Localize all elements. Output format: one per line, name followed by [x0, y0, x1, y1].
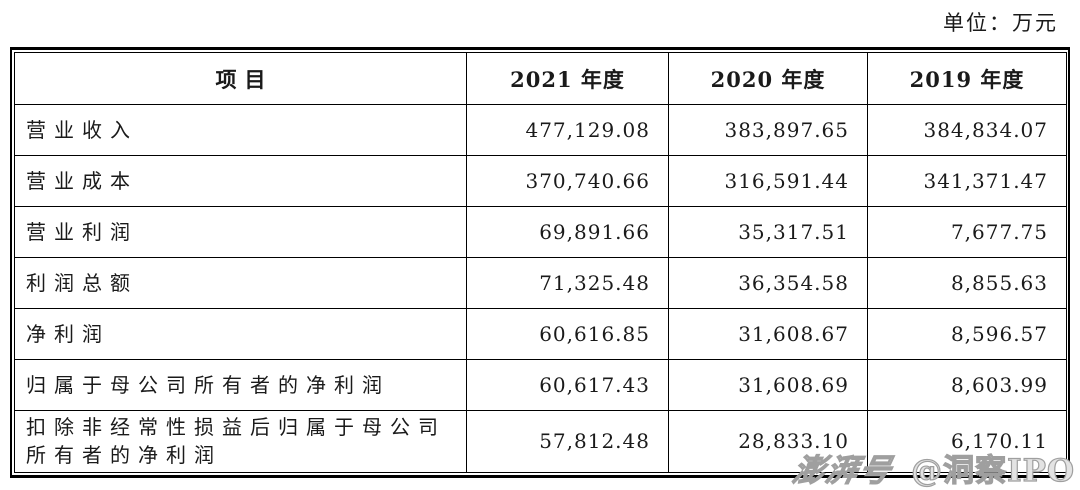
- table-cell: 36,354.58: [668, 257, 868, 309]
- table-cell: 341,371.47: [867, 155, 1067, 207]
- col-header-2021: 2021 年度: [466, 52, 669, 105]
- row-label: 归属于母公司所有者的净利润: [14, 359, 467, 411]
- row-label: 营业成本: [14, 155, 467, 207]
- row-label: 营业利润: [14, 206, 467, 258]
- table-cell: 31,608.69: [668, 359, 868, 411]
- table-cell: 477,129.08: [466, 104, 669, 156]
- row-label: 净利润: [14, 308, 467, 360]
- header-row: 项目 2021 年度 2020 年度 2019 年度: [14, 52, 1067, 105]
- table-cell: 60,616.85: [466, 308, 669, 360]
- table-cell: 8,596.57: [867, 308, 1067, 360]
- col-header-2020: 2020 年度: [668, 52, 868, 105]
- table-cell: 370,740.66: [466, 155, 669, 207]
- col-header-item: 项目: [14, 52, 467, 105]
- table-row-total-profit: 利润总额 71,325.48 36,354.58 8,855.63: [14, 257, 1067, 309]
- col-header-2019: 2019 年度: [867, 52, 1067, 105]
- row-label: 利润总额: [14, 257, 467, 309]
- table-cell: 60,617.43: [466, 359, 669, 411]
- row-label: 营业收入: [14, 104, 467, 156]
- table-cell: 57,812.48: [466, 410, 669, 473]
- financial-table: 项目 2021 年度 2020 年度 2019 年度 营业收入 477,129.…: [14, 52, 1067, 473]
- table-row-operating-revenue: 营业收入 477,129.08 383,897.65 384,834.07: [14, 104, 1067, 156]
- table-cell: 8,855.63: [867, 257, 1067, 309]
- table-cell: 35,317.51: [668, 206, 868, 258]
- table-row-operating-cost: 营业成本 370,740.66 316,591.44 341,371.47: [14, 155, 1067, 207]
- table-cell: 71,325.48: [466, 257, 669, 309]
- table-cell: 28,833.10: [668, 410, 868, 473]
- financial-table-frame: 项目 2021 年度 2020 年度 2019 年度 营业收入 477,129.…: [10, 47, 1070, 478]
- table-row-net-profit-after-deduction: 扣除非经常性损益后归属于母公司所有者的净利润 57,812.48 28,833.…: [14, 410, 1067, 473]
- table-row-net-profit-attributable: 归属于母公司所有者的净利润 60,617.43 31,608.69 8,603.…: [14, 359, 1067, 411]
- table-row-operating-profit: 营业利润 69,891.66 35,317.51 7,677.75: [14, 206, 1067, 258]
- unit-label: 单位：万元: [943, 11, 1058, 35]
- row-label: 扣除非经常性损益后归属于母公司所有者的净利润: [14, 410, 467, 473]
- table-cell: 69,891.66: [466, 206, 669, 258]
- table-cell: 6,170.11: [867, 410, 1067, 473]
- table-cell: 8,603.99: [867, 359, 1067, 411]
- table-cell: 316,591.44: [668, 155, 868, 207]
- table-cell: 383,897.65: [668, 104, 868, 156]
- table-row-net-profit: 净利润 60,616.85 31,608.67 8,596.57: [14, 308, 1067, 360]
- table-cell: 31,608.67: [668, 308, 868, 360]
- table-cell: 7,677.75: [867, 206, 1067, 258]
- table-cell: 384,834.07: [867, 104, 1067, 156]
